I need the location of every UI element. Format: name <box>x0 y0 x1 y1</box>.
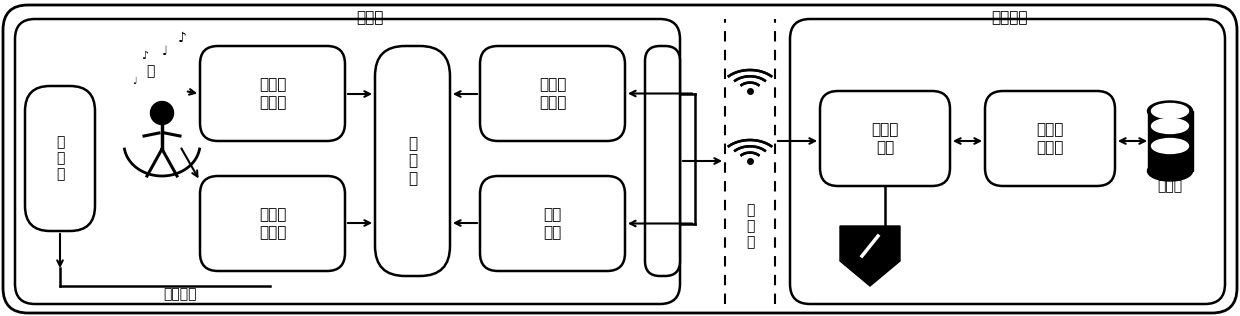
FancyBboxPatch shape <box>15 19 680 304</box>
Ellipse shape <box>1152 138 1188 154</box>
FancyBboxPatch shape <box>480 176 625 271</box>
Ellipse shape <box>1147 101 1193 121</box>
Circle shape <box>150 101 174 125</box>
Bar <box>1147 111 1193 171</box>
Ellipse shape <box>1152 118 1188 133</box>
Text: ♩: ♩ <box>133 76 138 86</box>
Ellipse shape <box>1152 104 1188 118</box>
FancyBboxPatch shape <box>820 91 950 186</box>
Text: 客户端: 客户端 <box>356 10 383 26</box>
Text: 康复
模块: 康复 模块 <box>543 207 562 240</box>
FancyBboxPatch shape <box>790 19 1225 304</box>
Text: 显
示
器: 显 示 器 <box>56 135 64 182</box>
FancyBboxPatch shape <box>480 46 625 141</box>
Text: 云服务
模块: 云服务 模块 <box>872 122 899 155</box>
Text: 脑电采
集模块: 脑电采 集模块 <box>259 77 286 110</box>
FancyBboxPatch shape <box>200 46 345 141</box>
Text: 互
联
网: 互 联 网 <box>745 203 754 249</box>
Text: 数据库: 数据库 <box>1157 179 1183 193</box>
FancyBboxPatch shape <box>25 86 95 231</box>
Text: 虚拟场
景模块: 虚拟场 景模块 <box>539 77 567 110</box>
FancyBboxPatch shape <box>985 91 1115 186</box>
Polygon shape <box>839 226 900 286</box>
FancyBboxPatch shape <box>2 5 1238 313</box>
Text: 处
理
器: 处 理 器 <box>408 136 417 186</box>
FancyBboxPatch shape <box>374 46 450 276</box>
FancyBboxPatch shape <box>200 176 345 271</box>
Text: ♩: ♩ <box>162 45 167 58</box>
FancyBboxPatch shape <box>645 46 680 276</box>
Text: 𝄞: 𝄞 <box>146 64 154 78</box>
Text: ♪: ♪ <box>141 51 149 61</box>
Text: 运动采
集模块: 运动采 集模块 <box>259 207 286 240</box>
Text: 服务器端: 服务器端 <box>992 10 1028 26</box>
Text: 参数反馈: 参数反馈 <box>164 287 197 301</box>
Text: ♪: ♪ <box>177 31 186 45</box>
Ellipse shape <box>1147 161 1193 181</box>
Text: 数据分
析模块: 数据分 析模块 <box>1037 122 1064 155</box>
